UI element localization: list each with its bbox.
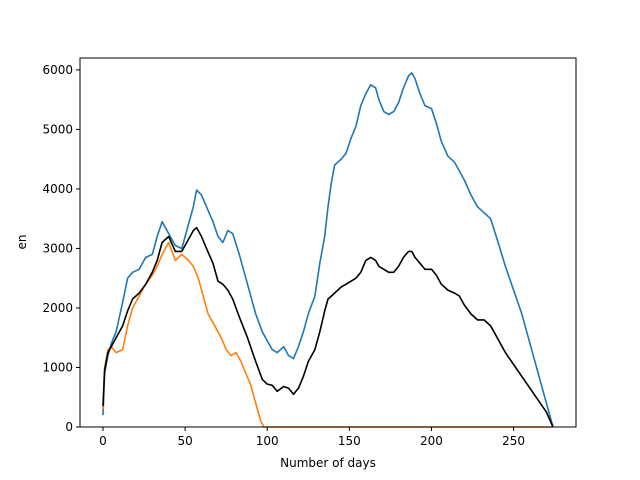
x-axis: 0 50 100 150 200 250 — [99, 427, 525, 448]
x-tick-label: 250 — [502, 434, 525, 448]
x-tick-label: 200 — [420, 434, 443, 448]
x-tick-label: 150 — [338, 434, 361, 448]
y-tick-label: 0 — [65, 420, 73, 434]
axes-frame — [79, 57, 577, 428]
y-axis-label: en — [15, 235, 29, 250]
series-line-3 — [102, 226, 554, 428]
y-tick-label: 5000 — [42, 122, 73, 136]
series-line-1 — [102, 72, 554, 428]
x-tick-label: 50 — [177, 434, 192, 448]
y-tick-label: 3000 — [42, 241, 73, 255]
series-group — [102, 72, 554, 428]
y-tick-label: 4000 — [42, 182, 73, 196]
x-axis-label: Number of days — [280, 456, 376, 470]
x-tick-label: 0 — [99, 434, 107, 448]
series-line-2 — [102, 241, 553, 428]
x-tick-label: 100 — [256, 434, 279, 448]
y-tick-label: 2000 — [42, 301, 73, 315]
y-tick-label: 1000 — [42, 360, 73, 374]
y-tick-label: 6000 — [42, 63, 73, 77]
y-axis: 0 1000 2000 3000 4000 5000 6000 — [42, 63, 80, 434]
